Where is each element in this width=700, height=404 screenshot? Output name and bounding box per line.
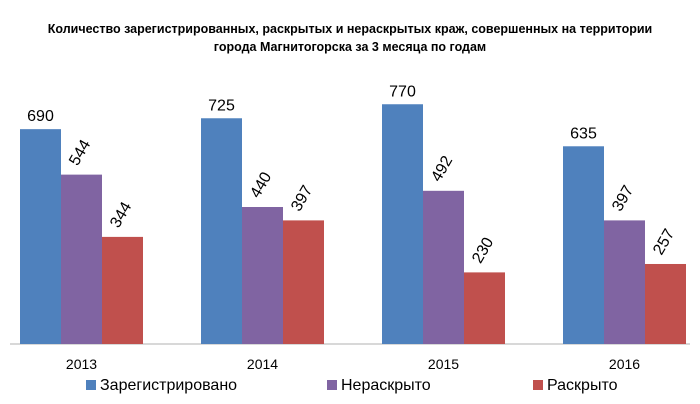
legend: Зарегистрировано Нераскрыто Раскрыто [86, 377, 618, 394]
x-tick-label-2014: 2014 [247, 356, 278, 372]
legend-swatch-3 [533, 380, 543, 390]
data-label-2013-2: 544 [66, 137, 94, 169]
data-label-2014-2: 440 [247, 169, 275, 201]
bar-2013-1 [20, 129, 61, 344]
bar-2016-1 [563, 146, 604, 344]
legend-swatch-1 [86, 380, 96, 390]
bar-2014-1 [201, 118, 242, 345]
legend-swatch-2 [327, 380, 337, 390]
x-tick-label-2013: 2013 [66, 356, 97, 372]
legend-label-3: Раскрыто [547, 377, 618, 394]
data-label-2016-3: 257 [650, 226, 678, 258]
bar-2015-1 [382, 104, 423, 344]
bar-2015-2 [423, 190, 464, 344]
bar-2014-2 [242, 207, 283, 344]
legend-label-2: Нераскрыто [341, 377, 431, 394]
bar-2016-3 [645, 263, 686, 344]
x-tick-label-2016: 2016 [609, 356, 640, 372]
x-tick-label-2015: 2015 [428, 356, 459, 372]
bar-2016-2 [604, 220, 645, 344]
data-label-2015-2: 492 [428, 153, 456, 185]
data-label-2013-3: 344 [107, 199, 135, 231]
data-label-2016-2: 397 [609, 183, 637, 215]
data-label-2013-1: 690 [27, 108, 54, 125]
data-label-2015-1: 770 [389, 83, 416, 100]
bar-2013-3 [102, 236, 143, 344]
data-label-2016-1: 635 [570, 125, 597, 142]
bars-layer [20, 104, 686, 345]
bar-2013-2 [61, 174, 102, 344]
data-label-2014-3: 397 [288, 183, 316, 215]
data-label-2015-3: 230 [469, 235, 497, 267]
legend-label-1: Зарегистрировано [100, 377, 237, 394]
bar-2014-3 [283, 220, 324, 344]
chart-title: Количество зарегистрированных, раскрытых… [47, 22, 653, 54]
data-label-2014-1: 725 [208, 97, 235, 114]
x-tick-labels: 2013 2014 2015 2016 [66, 356, 640, 372]
bar-2015-3 [464, 272, 505, 344]
